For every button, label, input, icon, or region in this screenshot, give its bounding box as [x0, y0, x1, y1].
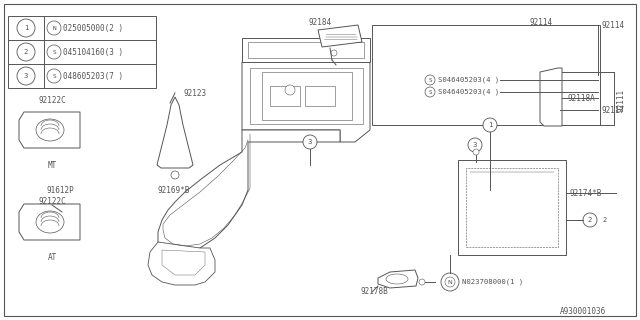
Circle shape — [483, 118, 497, 132]
Text: N: N — [447, 279, 452, 284]
Text: 2: 2 — [24, 49, 28, 55]
Circle shape — [47, 45, 61, 59]
Text: MT: MT — [47, 161, 56, 170]
Polygon shape — [19, 112, 80, 148]
Circle shape — [425, 87, 435, 97]
Text: S: S — [52, 50, 56, 54]
Polygon shape — [318, 25, 362, 47]
Text: N: N — [52, 26, 56, 30]
Circle shape — [303, 135, 317, 149]
Text: 045104160(3 ): 045104160(3 ) — [63, 47, 123, 57]
Circle shape — [583, 213, 597, 227]
Text: 92111: 92111 — [616, 88, 625, 112]
Text: 92118A: 92118A — [568, 93, 596, 102]
Circle shape — [47, 21, 61, 35]
Circle shape — [441, 273, 459, 291]
Text: A930001036: A930001036 — [560, 308, 606, 316]
Text: 91612P: 91612P — [46, 186, 74, 195]
Text: 92123: 92123 — [183, 89, 206, 98]
Text: S046405203(4 ): S046405203(4 ) — [438, 77, 499, 83]
Text: 92114: 92114 — [602, 20, 625, 29]
Polygon shape — [158, 130, 340, 252]
Text: 025005000(2 ): 025005000(2 ) — [63, 23, 123, 33]
Text: 92169*B: 92169*B — [157, 186, 189, 195]
Ellipse shape — [36, 211, 64, 233]
Text: N023708000(1 ): N023708000(1 ) — [462, 279, 524, 285]
Circle shape — [171, 171, 179, 179]
Text: 3: 3 — [473, 142, 477, 148]
Circle shape — [17, 19, 35, 37]
Text: 2: 2 — [588, 217, 592, 223]
Polygon shape — [242, 62, 370, 142]
Bar — [8, 16, 156, 88]
Polygon shape — [378, 270, 418, 288]
Circle shape — [17, 43, 35, 61]
Text: 1: 1 — [488, 122, 492, 128]
Text: 92117: 92117 — [602, 106, 625, 115]
Polygon shape — [262, 72, 352, 120]
Text: S: S — [428, 77, 432, 83]
Circle shape — [445, 277, 455, 287]
Circle shape — [331, 50, 337, 56]
Text: 1: 1 — [24, 25, 28, 31]
Text: S: S — [428, 90, 432, 94]
Polygon shape — [540, 68, 562, 126]
Polygon shape — [148, 242, 215, 285]
Polygon shape — [19, 204, 80, 240]
Circle shape — [47, 69, 61, 83]
Text: 92122C: 92122C — [38, 197, 66, 206]
Text: AT: AT — [47, 252, 56, 261]
Polygon shape — [157, 97, 193, 168]
Text: 92184: 92184 — [308, 18, 331, 27]
Text: 92174*B: 92174*B — [570, 188, 602, 197]
Bar — [242, 38, 370, 62]
Bar — [458, 160, 566, 255]
Text: S046405203(4 ): S046405203(4 ) — [438, 89, 499, 95]
Text: 92178B: 92178B — [360, 287, 388, 297]
Polygon shape — [162, 250, 205, 275]
Text: 3: 3 — [308, 139, 312, 145]
Text: 2: 2 — [602, 217, 606, 223]
Ellipse shape — [386, 274, 408, 284]
Text: 92114: 92114 — [530, 18, 553, 27]
Circle shape — [419, 279, 425, 285]
Bar — [466, 168, 558, 247]
Text: S: S — [52, 74, 56, 78]
Polygon shape — [250, 68, 363, 124]
Text: 048605203(7 ): 048605203(7 ) — [63, 71, 123, 81]
Circle shape — [425, 75, 435, 85]
Text: 3: 3 — [24, 73, 28, 79]
Bar — [270, 86, 300, 106]
Ellipse shape — [36, 119, 64, 141]
Bar — [372, 25, 600, 125]
Circle shape — [17, 67, 35, 85]
Bar — [248, 42, 364, 58]
Circle shape — [473, 149, 479, 155]
Text: 92122C: 92122C — [38, 95, 66, 105]
Bar — [305, 86, 335, 106]
Circle shape — [468, 138, 482, 152]
Circle shape — [285, 85, 295, 95]
